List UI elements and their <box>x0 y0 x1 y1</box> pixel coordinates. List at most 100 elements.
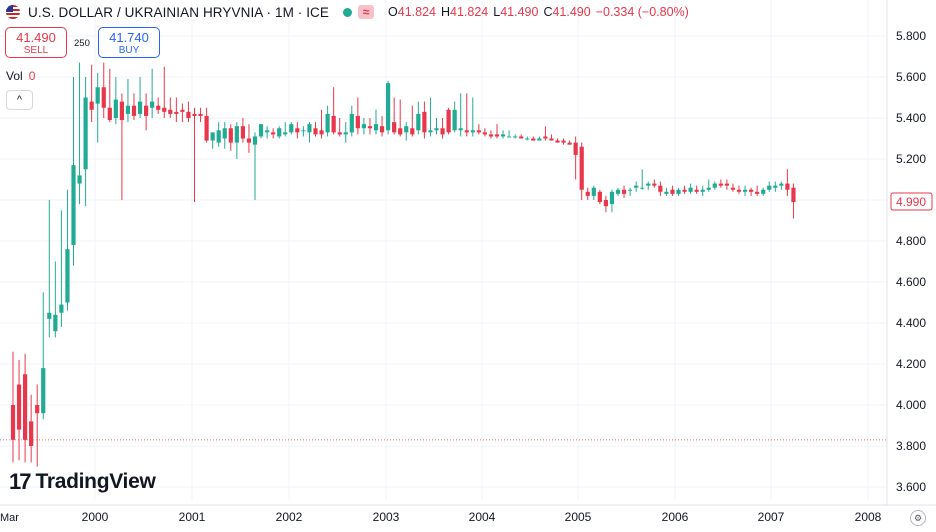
x-axis[interactable]: Mar 2000 2001 2002 2003 2004 2005 2006 2007 2008 <box>0 504 936 524</box>
x-tick-label: 2008 <box>855 510 882 524</box>
candle-body <box>101 87 106 108</box>
candle-body <box>301 130 306 132</box>
y-tick-label: 4.200 <box>896 357 926 371</box>
candle-body <box>634 185 639 188</box>
x-tick-label: 2007 <box>758 510 785 524</box>
candle-body <box>700 189 705 192</box>
candle-body <box>670 189 675 194</box>
ohlc-value: 41.490 <box>500 5 539 19</box>
candle-body <box>706 187 711 190</box>
collapse-chevron-icon[interactable]: ^ <box>6 90 33 110</box>
candle-body <box>258 124 264 137</box>
candle-body <box>682 189 687 192</box>
x-tick-label: 2000 <box>82 510 109 524</box>
candle-body <box>688 187 693 192</box>
candle-body <box>694 189 699 192</box>
wave-icon[interactable]: ≈ <box>358 5 375 19</box>
volume-value: 0 <box>28 69 36 83</box>
chart-grid <box>0 0 887 500</box>
candle-body <box>240 126 245 139</box>
candle-body <box>65 249 70 303</box>
ohlc-value: 41.824 <box>450 5 489 19</box>
x-tick-label: Mar <box>0 512 19 524</box>
candle-body <box>628 189 633 191</box>
candle-body <box>35 405 40 414</box>
candle-body <box>246 138 252 143</box>
candle-body <box>573 142 578 155</box>
y-tick-label: 5.600 <box>896 70 926 84</box>
last-price-label: 4.990 <box>896 195 926 209</box>
ohlc-value: 41.824 <box>397 5 436 19</box>
tradingview-mark-icon: 17 <box>9 469 32 494</box>
candle-body <box>712 183 717 188</box>
candle-body <box>192 113 197 116</box>
candle-body <box>718 183 723 186</box>
x-tick-label: 2003 <box>373 510 400 524</box>
candle-body <box>452 109 457 131</box>
candle-body <box>537 138 542 141</box>
symbol-title[interactable]: U.S. DOLLAR / UKRAINIAN HRYVNIA · 1M · I… <box>28 4 330 20</box>
candle-body <box>392 122 397 133</box>
buy-label: BUY <box>118 45 140 56</box>
candle-body <box>386 83 391 131</box>
candle-body <box>162 107 167 112</box>
candle-body <box>640 187 645 189</box>
candle-body <box>379 126 385 133</box>
candle-body <box>658 185 663 192</box>
candle-body <box>156 105 161 110</box>
x-tick-label: 2001 <box>179 510 206 524</box>
tradingview-wordmark: TradingView <box>35 470 156 493</box>
candle-body <box>446 109 451 133</box>
candle-body <box>307 124 312 133</box>
settings-gear-icon[interactable]: ⚙ <box>910 510 926 526</box>
candle-body <box>591 187 596 196</box>
candle-body <box>53 314 58 332</box>
ohlc-value: −0.334 (−0.80%) <box>595 5 689 19</box>
candle-body <box>422 111 427 133</box>
y-tick-label: 5.400 <box>896 111 926 125</box>
volume-label: Vol <box>6 69 23 83</box>
candle-body <box>398 128 403 135</box>
candle-body <box>791 187 796 203</box>
candle-body <box>549 138 554 141</box>
candle-body <box>252 136 258 145</box>
ohlc-key: H <box>440 5 451 19</box>
y-axis[interactable]: 5.8005.6005.4005.2005.0004.8004.6004.400… <box>886 0 926 505</box>
candle-body <box>210 132 215 141</box>
sell-button[interactable]: 41.490 SELL <box>5 27 67 58</box>
market-status-icon[interactable] <box>343 7 353 17</box>
candle-body <box>428 130 433 133</box>
candle-body <box>355 115 360 129</box>
volume-legend[interactable]: Vol 0 <box>6 69 35 83</box>
candle-body <box>95 87 100 104</box>
candle-body <box>313 128 318 135</box>
candle-body <box>519 136 524 139</box>
candle-body <box>71 165 76 246</box>
tradingview-logo[interactable]: 17 TradingView <box>9 469 156 495</box>
candle-body <box>755 191 760 194</box>
candle-body <box>434 128 439 131</box>
candle-body <box>761 189 766 194</box>
last-price-marker: 4.990 <box>890 192 933 211</box>
candle-body <box>119 101 124 121</box>
y-tick-label: 4.000 <box>896 398 926 412</box>
ohlc-value: 41.490 <box>552 5 591 19</box>
candle-body <box>561 140 566 143</box>
y-tick-label: 5.800 <box>896 29 926 43</box>
candle-body <box>410 128 415 135</box>
buy-button[interactable]: 41.740 BUY <box>98 27 160 58</box>
candle-body <box>186 111 191 118</box>
candle-body <box>77 175 82 184</box>
candle-body <box>174 111 179 114</box>
candle-body <box>507 136 512 138</box>
last-price-box <box>890 192 933 211</box>
candle-body <box>543 136 548 139</box>
spread-value: 250 <box>74 38 90 49</box>
candle-body <box>579 146 584 190</box>
y-tick-label: 3.600 <box>896 480 926 494</box>
candle-body <box>343 132 348 135</box>
candle-body <box>652 183 657 186</box>
candle-body <box>228 128 233 143</box>
ohlc-key: O <box>388 5 398 19</box>
